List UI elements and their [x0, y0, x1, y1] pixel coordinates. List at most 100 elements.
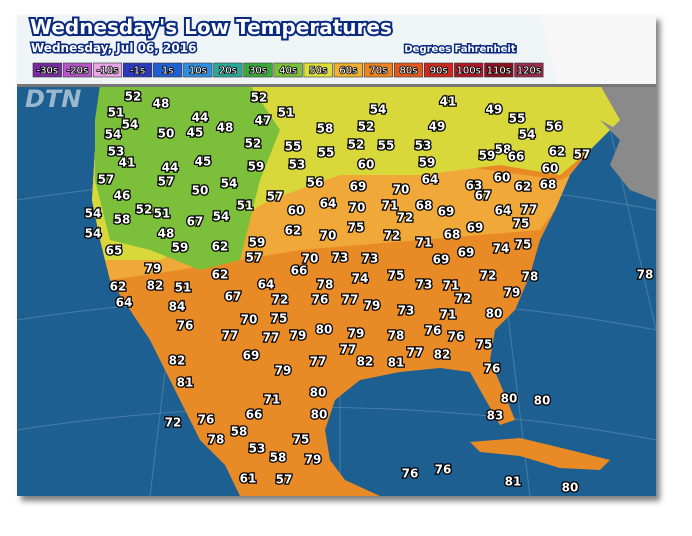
temperature: 70 [302, 252, 319, 266]
temperature: 49 [486, 103, 503, 117]
watermark: DTN [25, 85, 81, 113]
temperature: 58 [114, 213, 131, 227]
temperature: 75 [348, 221, 365, 235]
legend-swatch [213, 62, 243, 78]
legend-label: 30s [249, 66, 267, 77]
temperature: 41 [119, 156, 136, 170]
temperature: 64 [495, 204, 512, 218]
legend: -30s -20s -10s -1s 1s 10s 20s 30s 40s 50s 60s 70s 80… [32, 62, 544, 78]
temperature: 46 [114, 189, 131, 203]
temperature: 83 [487, 409, 504, 423]
temperature: 54 [85, 207, 102, 221]
legend-label: 110s [487, 66, 511, 77]
temperature: 53 [415, 139, 432, 153]
temperature: 48 [217, 121, 234, 135]
temperature: 64 [320, 197, 337, 211]
temperature: 68 [540, 178, 557, 192]
green-zone [95, 85, 280, 270]
temperature: 67 [187, 215, 204, 229]
temperature: 67 [225, 290, 242, 304]
temperature: 64 [116, 296, 133, 310]
legend-swatch [363, 62, 394, 78]
temperature: 52 [245, 137, 262, 151]
legend-swatch [423, 62, 454, 78]
temperature: 58 [270, 451, 287, 465]
legend-label: 100s [457, 66, 481, 77]
temperature: 51 [108, 106, 125, 120]
temperature: 50 [192, 184, 209, 198]
temperature: 75 [388, 269, 405, 283]
legend-label: 120s [517, 66, 541, 77]
temperature: 57 [98, 173, 115, 187]
legend-swatch [514, 62, 544, 78]
legend-label: 60s [339, 66, 357, 77]
temperature: 66 [291, 264, 308, 278]
temperature: 70 [393, 183, 410, 197]
temperature: 73 [332, 251, 349, 265]
temperature: 80 [310, 386, 327, 400]
temperature: 56 [307, 176, 324, 190]
temperature: 72 [480, 269, 497, 283]
temperature: 57 [246, 251, 263, 265]
temperature: 74 [493, 242, 510, 256]
temperature: 60 [494, 171, 511, 185]
legend-swatch [153, 62, 183, 78]
temperature: 77 [310, 355, 327, 369]
temperature: 55 [285, 140, 302, 154]
temperature: 54 [519, 128, 536, 142]
temperature: 54 [105, 128, 122, 142]
temperature: 54 [370, 103, 387, 117]
temperature: 72 [272, 293, 289, 307]
temperature: 65 [106, 244, 123, 258]
temperature: 81 [505, 475, 522, 489]
temperature: 80 [534, 394, 551, 408]
temperature: 55 [318, 146, 335, 160]
temperature: 61 [240, 472, 257, 486]
temperature: 75 [515, 238, 532, 252]
header-rule [17, 84, 656, 87]
temperature: 63 [466, 179, 483, 193]
temperature: 60 [358, 158, 375, 172]
temperature: 59 [172, 241, 189, 255]
temperature: 69 [433, 253, 450, 267]
temperature: 79 [290, 329, 307, 343]
temperature: 62 [549, 145, 566, 159]
legend-label: 70s [369, 66, 387, 77]
temperature: 62 [515, 180, 532, 194]
cuba [470, 438, 610, 470]
temperature: 59 [419, 156, 436, 170]
temperature: 71 [382, 199, 399, 213]
temperature: 77 [407, 346, 424, 360]
temperature: 76 [484, 362, 501, 376]
temperature: 77 [342, 293, 359, 307]
title: Wednesday's Low Temperatures [30, 15, 392, 39]
legend-label: 80s [400, 66, 418, 77]
temperature: 69 [467, 221, 484, 235]
temperature: 69 [438, 205, 455, 219]
temperature: 76 [198, 413, 215, 427]
temperature: 67 [475, 189, 492, 203]
temperature: 53 [108, 145, 125, 159]
date: Wednesday, Jul 06, 2016 [31, 41, 196, 55]
temperature: 82 [169, 354, 186, 368]
legend-label: -1s [130, 66, 145, 77]
temperature: 79 [275, 364, 292, 378]
temperature: 45 [195, 155, 212, 169]
temperature: 68 [444, 228, 461, 242]
temperature: 79 [364, 299, 381, 313]
temperature: 78 [637, 268, 654, 282]
temperature: 78 [317, 278, 334, 292]
temperature: 57 [158, 175, 175, 189]
temperature: 62 [285, 224, 302, 238]
temperature: 76 [425, 324, 442, 338]
temperature: 77 [263, 331, 280, 345]
temperature: 66 [508, 150, 525, 164]
temperature: 76 [448, 330, 465, 344]
temperature: 44 [162, 161, 179, 175]
legend-label: -20s [67, 66, 89, 77]
temperature: 79 [504, 286, 521, 300]
temperature: 48 [153, 97, 170, 111]
temperature: 78 [208, 433, 225, 447]
temperature: 55 [378, 139, 395, 153]
